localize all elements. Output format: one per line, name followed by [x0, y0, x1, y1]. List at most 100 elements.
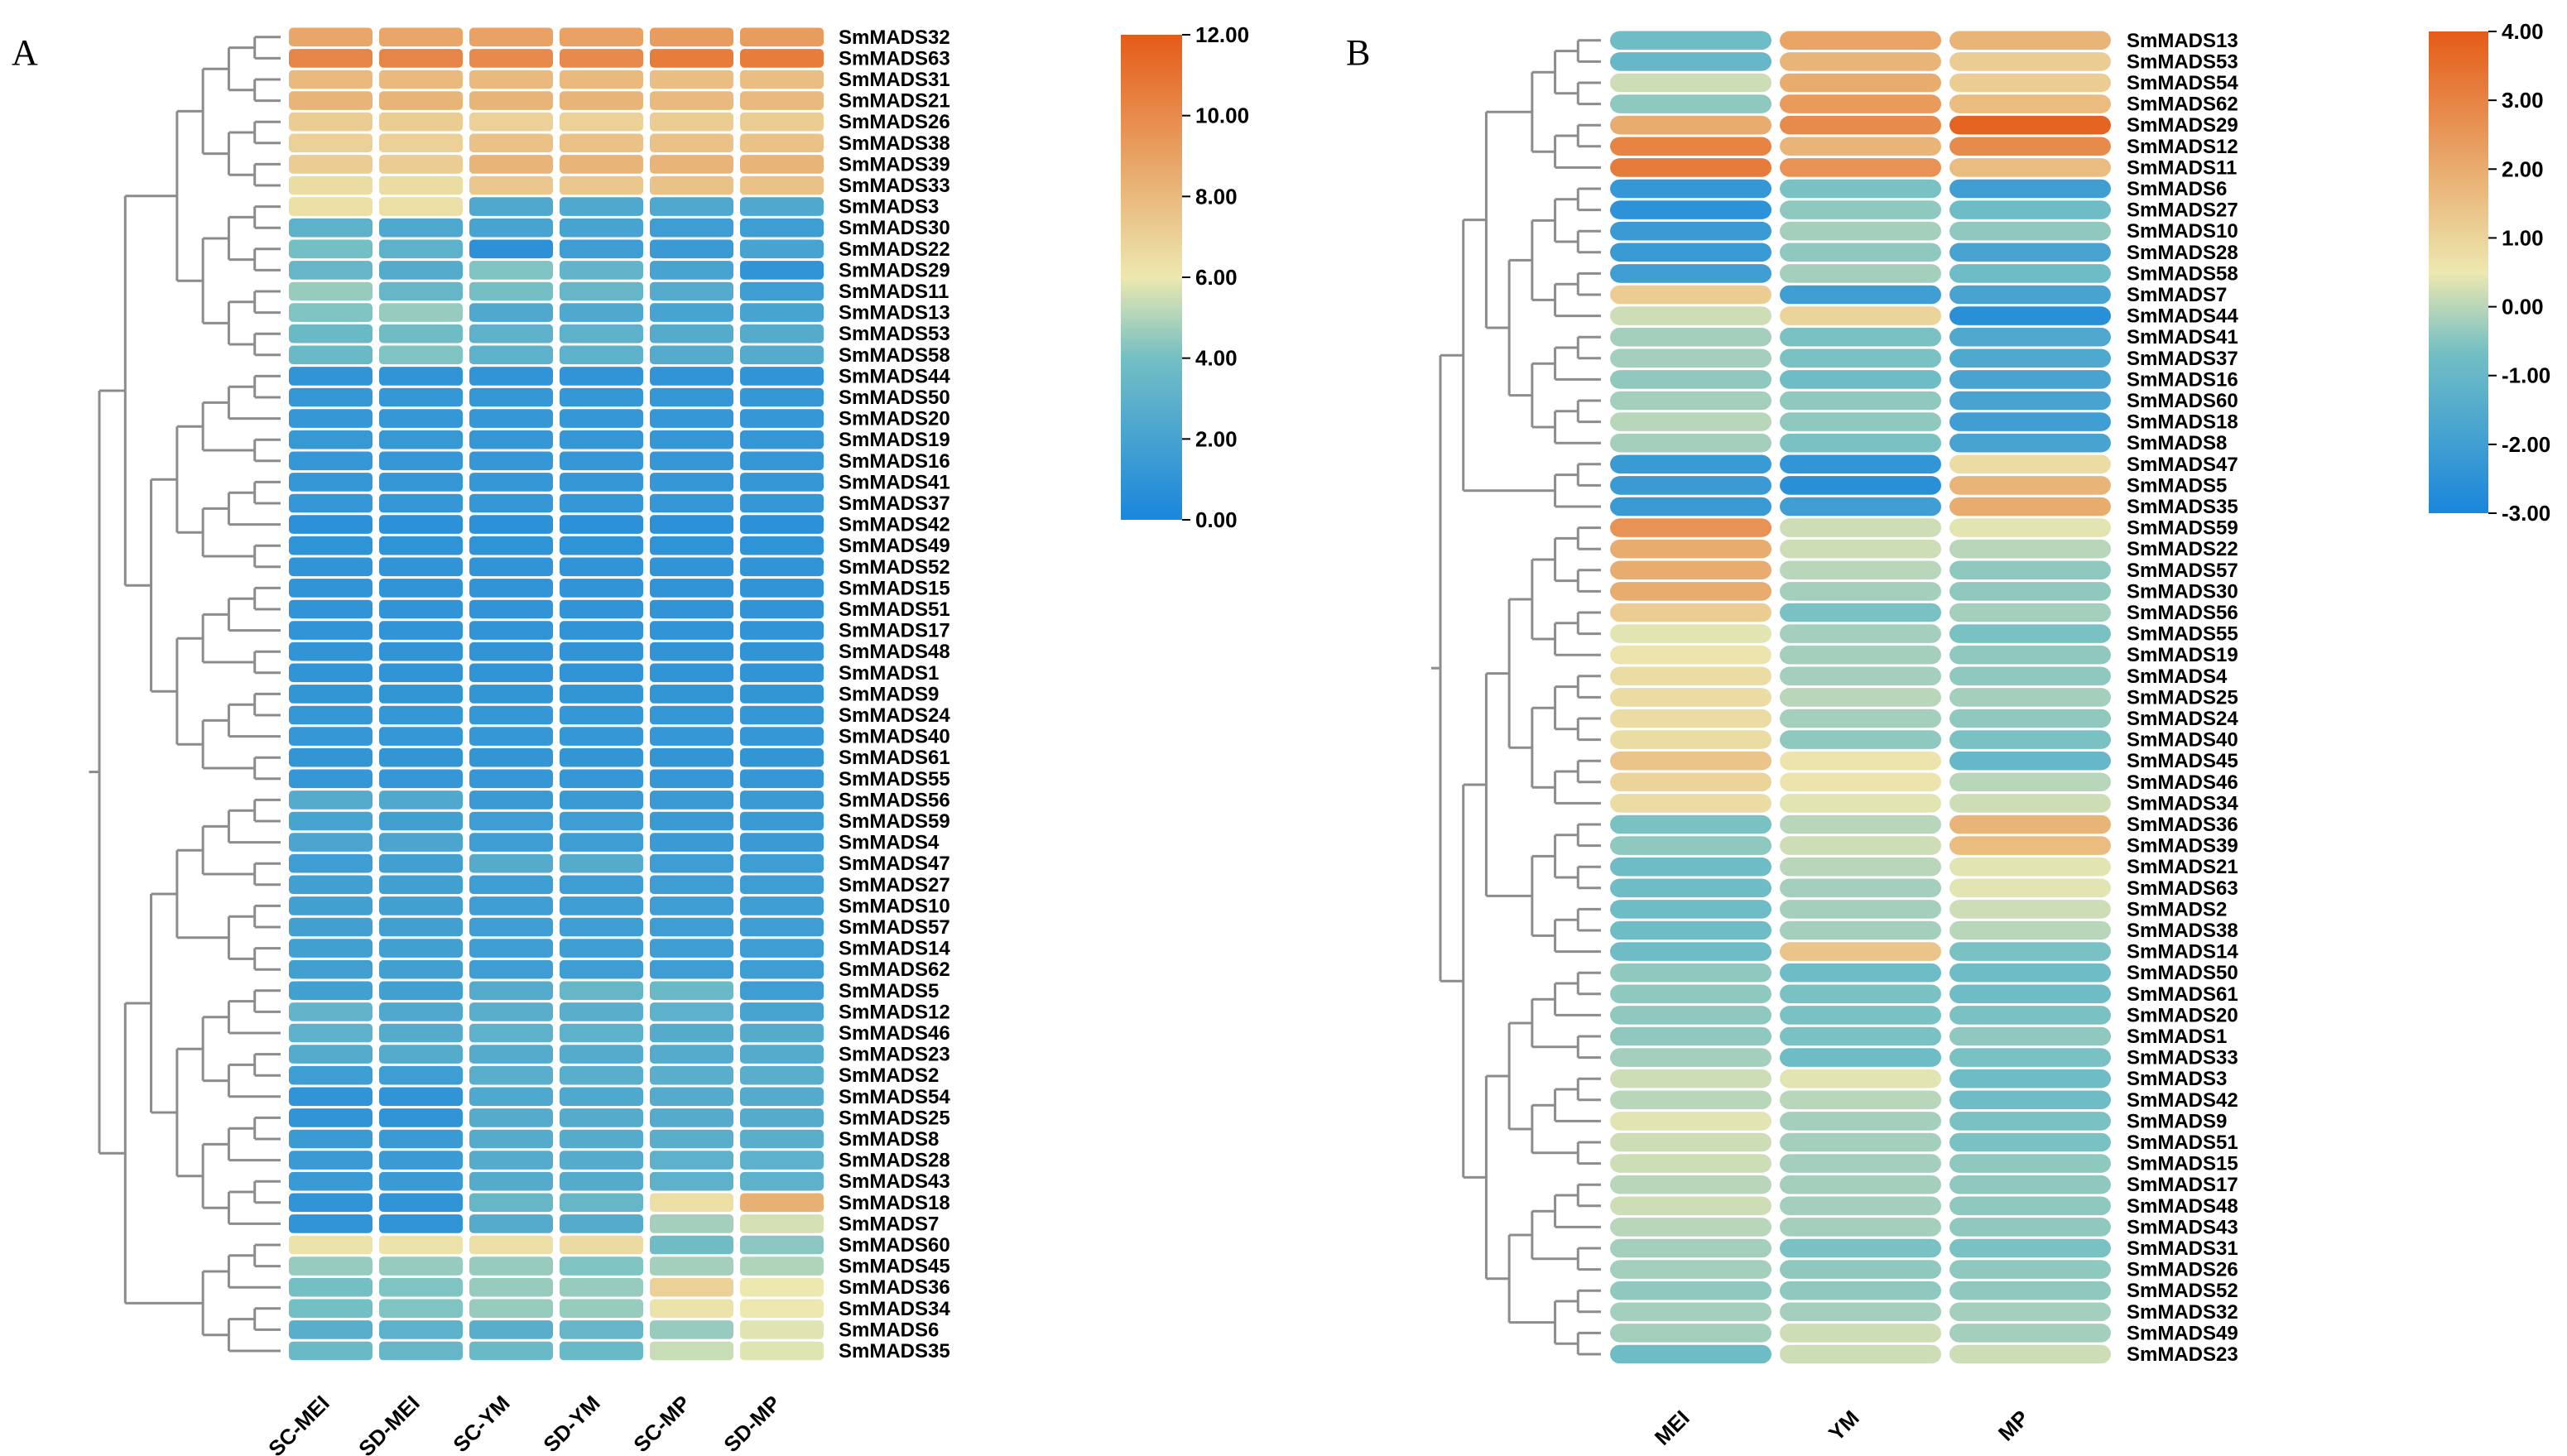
- heatmap-cell: [469, 91, 553, 110]
- row-label: SmMADS63: [839, 47, 950, 70]
- heatmap-cell: [1949, 794, 2111, 813]
- heatmap-cell: [560, 1002, 643, 1021]
- row-label: SmMADS19: [2127, 644, 2238, 666]
- row-label: SmMADS17: [2127, 1174, 2238, 1196]
- heatmap-cell: [1949, 221, 2111, 241]
- heatmap-cell: [379, 557, 463, 577]
- heatmap-cell: [1780, 264, 1941, 283]
- heatmap-cell: [650, 1214, 733, 1233]
- heatmap-cell: [1949, 306, 2111, 325]
- heatmap-cell: [289, 1320, 373, 1339]
- heatmap-cell: [1610, 878, 1771, 898]
- heatmap-cell: [650, 112, 733, 132]
- colorbar-tick-label: 3.00: [2502, 88, 2544, 113]
- heatmap-cell: [1949, 1132, 2111, 1152]
- heatmap-cell: [469, 367, 553, 386]
- heatmap-cell: [1780, 709, 1941, 728]
- heatmap-cell: [1949, 94, 2111, 113]
- heatmap-cell: [1610, 539, 1771, 559]
- heatmap-cell: [1949, 1218, 2111, 1237]
- heatmap-cell: [650, 790, 733, 810]
- heatmap-cell: [740, 493, 824, 513]
- heatmap-cell: [1610, 751, 1771, 771]
- heatmap-cell: [379, 959, 463, 979]
- heatmap-cell: [1949, 645, 2111, 665]
- heatmap-cell: [740, 727, 824, 746]
- heatmap-cell: [1610, 158, 1771, 177]
- heatmap-cell: [1610, 1281, 1771, 1300]
- heatmap-cell: [1780, 52, 1941, 71]
- heatmap-cell: [1780, 1006, 1941, 1025]
- heatmap-cell: [650, 387, 733, 407]
- heatmap-cell: [560, 133, 643, 153]
- heatmap-cell: [650, 621, 733, 640]
- heatmap-cell: [469, 345, 553, 365]
- heatmap-cell: [740, 833, 824, 852]
- heatmap-cell: [469, 1299, 553, 1319]
- heatmap-cell: [1949, 920, 2111, 940]
- heatmap-cell: [1780, 1090, 1941, 1110]
- heatmap-cell: [1949, 942, 2111, 961]
- heatmap-cell: [650, 981, 733, 1001]
- heatmap-cell: [469, 811, 553, 831]
- heatmap-cell: [289, 811, 373, 831]
- heatmap-cell: [1949, 1154, 2111, 1173]
- heatmap-cell: [289, 1023, 373, 1043]
- heatmap-cell: [1949, 878, 2111, 898]
- heatmap-cell: [1949, 1090, 2111, 1110]
- row-label: SmMADS62: [839, 959, 950, 981]
- heatmap-cell: [1780, 1026, 1941, 1046]
- heatmap-cell: [560, 49, 643, 68]
- heatmap-cell: [1780, 1238, 1941, 1258]
- row-label: SmMADS7: [2127, 284, 2227, 306]
- heatmap-cell: [379, 1257, 463, 1276]
- heatmap-cell: [740, 981, 824, 1001]
- heatmap-cell: [469, 473, 553, 492]
- heatmap-cell: [1780, 1175, 1941, 1194]
- row-label: SmMADS12: [839, 1001, 950, 1023]
- row-label: SmMADS29: [839, 259, 950, 281]
- heatmap-cell: [650, 345, 733, 365]
- heatmap-cell: [379, 430, 463, 449]
- heatmap-cell: [740, 811, 824, 831]
- row-label: SmMADS20: [2127, 1004, 2238, 1026]
- heatmap-cell: [1610, 94, 1771, 113]
- heatmap-cell: [469, 49, 553, 68]
- heatmap-cell: [289, 557, 373, 577]
- row-label: SmMADS12: [2127, 136, 2238, 158]
- colorbar-tick-label: -3.00: [2502, 501, 2550, 526]
- row-label: SmMADS48: [2127, 1195, 2238, 1218]
- heatmap-cell: [289, 49, 373, 68]
- heatmap-cell: [379, 917, 463, 937]
- heatmap-cell: [1949, 497, 2111, 517]
- panel-a-colorbar-ticks: 0.00 2.00 4.00 6.00 8.00 10.00 12.00: [1182, 22, 1249, 532]
- heatmap-cell: [469, 281, 553, 301]
- heatmap-cell: [379, 261, 463, 280]
- row-label: SmMADS20: [839, 408, 950, 430]
- heatmap-cell: [379, 579, 463, 598]
- heatmap-cell: [560, 324, 643, 344]
- heatmap-cell: [1949, 433, 2111, 453]
- heatmap-cell: [560, 493, 643, 513]
- heatmap-cell: [650, 853, 733, 873]
- heatmap-cell: [469, 621, 553, 640]
- row-label: SmMADS2: [2127, 898, 2227, 920]
- heatmap-cell: [1949, 285, 2111, 305]
- panel-b-cells: [1610, 31, 2111, 1364]
- heatmap-cell: [740, 1277, 824, 1297]
- heatmap-cell: [1949, 1281, 2111, 1300]
- heatmap-cell: [469, 875, 553, 895]
- heatmap-cell: [289, 1087, 373, 1107]
- heatmap-cell: [1610, 984, 1771, 1004]
- heatmap-cell: [1780, 306, 1941, 325]
- panel-b-colorbar-ticks: -3.00 -2.00 -1.00 0.00 1.00 2.00 3.00 4.00: [2488, 19, 2550, 526]
- heatmap-cell: [1949, 857, 2111, 877]
- heatmap-cell: [740, 939, 824, 958]
- heatmap-cell: [1780, 370, 1941, 389]
- heatmap-cell: [560, 239, 643, 259]
- heatmap-cell: [1780, 518, 1941, 537]
- heatmap-cell: [740, 27, 824, 47]
- heatmap-cell: [469, 981, 553, 1001]
- heatmap-cell: [469, 727, 553, 746]
- heatmap-cell: [469, 747, 553, 767]
